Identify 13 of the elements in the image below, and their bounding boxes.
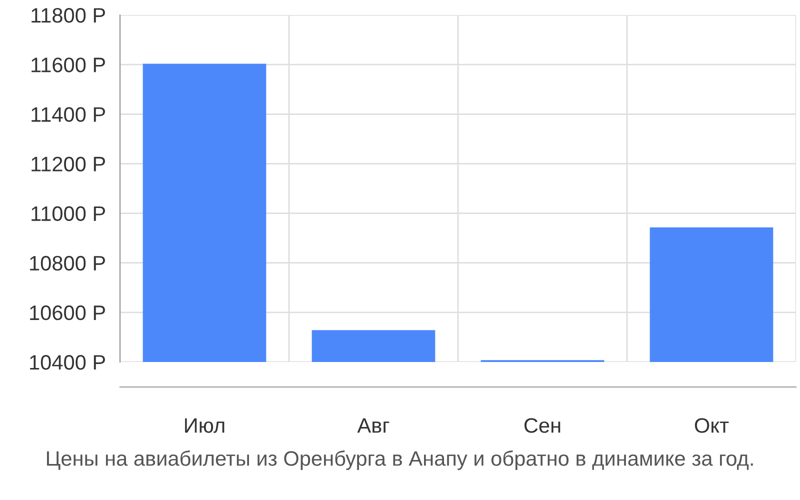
y-tick-label: 10400 Р	[30, 355, 106, 370]
y-tick-label: 10600 Р	[30, 305, 106, 320]
y-tick-label: 11800 Р	[32, 8, 106, 23]
y-tick-label: 11600 Р	[32, 58, 106, 72]
text: Цены на авиабилеты из Оренбурга в Анапу и обратно в динамике за год.	[46, 450, 753, 470]
x-tick-label: Авг	[357, 418, 390, 433]
y-tick-label: 11000 Р	[32, 206, 106, 222]
y-tick-label: 11200 Р	[32, 156, 106, 172]
x-tick-label: Июл	[185, 418, 224, 433]
y-tick-label: 11400 Р	[32, 107, 106, 122]
x-tick-label: Сен	[524, 418, 560, 433]
x-tick-label: Окт	[694, 418, 729, 433]
y-tick-label: 10800 Р	[30, 256, 106, 271]
